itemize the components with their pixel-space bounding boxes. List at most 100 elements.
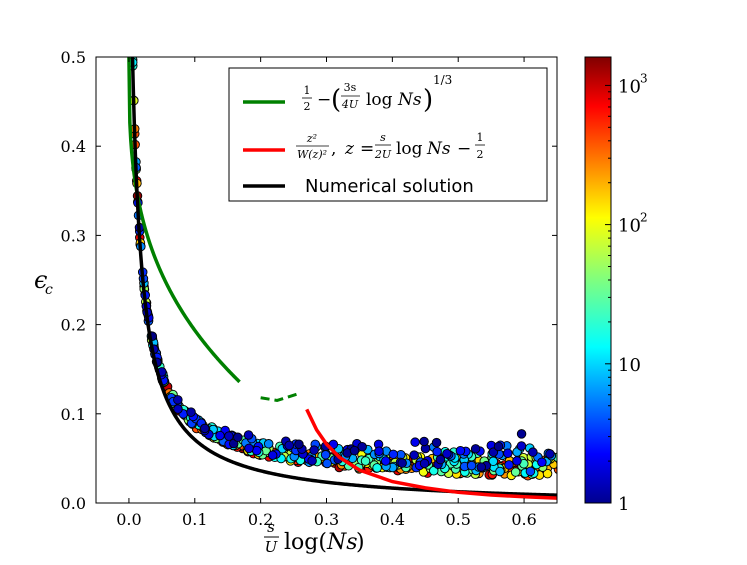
scatter-point	[243, 430, 254, 440]
svg-text:c: c	[45, 282, 53, 298]
scatter-point	[528, 447, 538, 457]
svg-text:Ns: Ns	[426, 139, 451, 159]
scatter-point	[442, 449, 452, 459]
colorbar-tick-label: 10	[618, 355, 641, 376]
x-tick-label: 0.6	[511, 510, 536, 529]
scatter-point	[186, 407, 196, 417]
colorbar-gradient	[584, 56, 612, 504]
colorbar-tick-exponent: 3	[640, 71, 648, 85]
green-dashed-line	[260, 392, 298, 402]
svg-text:3s: 3s	[344, 81, 357, 94]
scatter-point	[307, 456, 317, 466]
svg-text:log(: log(	[284, 530, 327, 555]
scatter-point	[173, 395, 183, 405]
scatter-point	[200, 423, 210, 434]
scatter-point	[263, 439, 274, 449]
scatter-point	[419, 436, 429, 447]
svg-text:,: ,	[331, 139, 336, 159]
svg-text:z: z	[344, 139, 355, 159]
y-tick-label: 0.1	[61, 405, 86, 424]
scatter-point	[309, 445, 319, 455]
x-tick-label: 0.1	[182, 510, 207, 529]
svg-text:): )	[356, 530, 365, 555]
svg-text:log: log	[396, 139, 423, 159]
colorbar-tick-label: 10	[618, 216, 641, 237]
legend-formula-green: 1 2 − ( 3s 4U log Ns ) 1/3	[302, 73, 452, 115]
scatter-point	[516, 441, 527, 451]
scatter-point	[504, 460, 514, 470]
legend-label-numerical: Numerical solution	[305, 176, 474, 197]
scatter-point	[244, 443, 254, 454]
svg-text:1/3: 1/3	[433, 73, 452, 87]
y-axis: 0.0 0.1 0.2 0.3 0.4 0.5	[61, 48, 557, 513]
scatter-point	[488, 456, 499, 467]
scatter-point	[510, 467, 521, 477]
scatter-point	[503, 448, 513, 459]
x-tick-label: 0.5	[445, 510, 470, 529]
x-tick-label: 0.0	[116, 510, 141, 529]
y-tick-label: 0.4	[61, 137, 86, 156]
curve-layer	[127, 57, 557, 500]
scatter-point	[284, 440, 294, 451]
scatter-point	[493, 441, 504, 452]
svg-text:=: =	[360, 139, 374, 159]
svg-text:1: 1	[304, 84, 311, 97]
scatter-point	[432, 446, 442, 457]
x-tick-label: 0.2	[248, 510, 273, 529]
scatter-point	[435, 454, 446, 465]
scatter-point	[294, 439, 304, 449]
legend-entry-red: z² W(z)² , z = s 2U log Ns − 1 2	[243, 131, 485, 161]
scatter-point	[357, 442, 367, 452]
y-tick-label: 0.5	[61, 48, 86, 67]
scatter-point	[525, 466, 536, 477]
y-axis-label: ϵ c	[34, 266, 53, 298]
scatter-point	[173, 404, 183, 414]
scatter-point	[512, 456, 522, 466]
scatter-point	[128, 36, 137, 45]
y-tick-label: 0.0	[61, 494, 86, 513]
x-tick-label: 0.4	[380, 510, 405, 529]
scatter-point	[349, 445, 360, 456]
svg-text:W(z)²: W(z)²	[297, 148, 327, 161]
legend-entry-numerical: Numerical solution	[243, 176, 474, 197]
svg-text:s: s	[380, 131, 386, 144]
scatter-point	[470, 444, 481, 454]
scatter-point	[233, 432, 243, 443]
scatter-point	[429, 465, 439, 476]
scatter-point	[476, 462, 487, 472]
x-tick-label: 0.3	[314, 510, 339, 529]
svg-text:−: −	[317, 90, 331, 110]
scatter-point	[215, 430, 225, 441]
scatter-point	[267, 450, 278, 460]
svg-text:4U: 4U	[341, 98, 359, 111]
svg-text:Ns: Ns	[397, 90, 422, 110]
svg-text:s: s	[267, 518, 275, 536]
y-tick-label: 0.2	[61, 316, 86, 335]
scatter-point	[410, 437, 420, 447]
legend-box	[228, 67, 548, 202]
svg-text:(: (	[331, 85, 341, 115]
svg-text:ϵ: ϵ	[34, 266, 47, 294]
svg-text:U: U	[265, 538, 279, 556]
svg-text:1: 1	[477, 131, 484, 144]
svg-text:−: −	[457, 139, 471, 159]
scatter-point	[556, 462, 557, 467]
y-tick-label: 0.3	[61, 226, 86, 245]
scatter-point	[388, 449, 399, 460]
scatter-point	[127, 2, 136, 11]
scatter-point	[516, 429, 527, 439]
scatter-point	[537, 457, 547, 467]
scatter-point	[542, 468, 553, 479]
scatter-point	[555, 458, 557, 465]
scatter-point	[466, 460, 477, 471]
legend-formula-red: z² W(z)² , z = s 2U log Ns − 1 2	[296, 131, 485, 161]
green-approximation-line	[127, 57, 241, 384]
scatter-point	[360, 456, 371, 466]
scatter-point	[559, 442, 568, 451]
legend: 1 2 − ( 3s 4U log Ns ) 1/3 z² W(z)² ,	[228, 67, 548, 202]
svg-text:): )	[423, 85, 433, 115]
scatter-point	[127, 12, 136, 21]
